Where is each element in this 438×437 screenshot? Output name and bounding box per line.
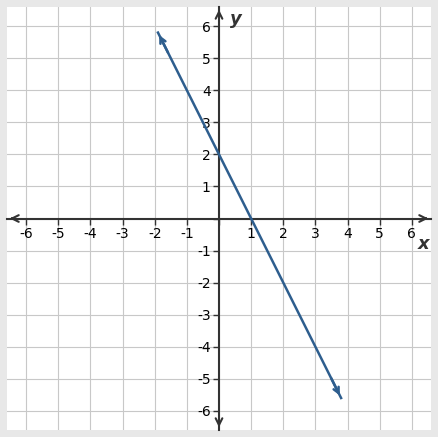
Text: x: x bbox=[418, 235, 429, 253]
Text: y: y bbox=[230, 10, 242, 28]
